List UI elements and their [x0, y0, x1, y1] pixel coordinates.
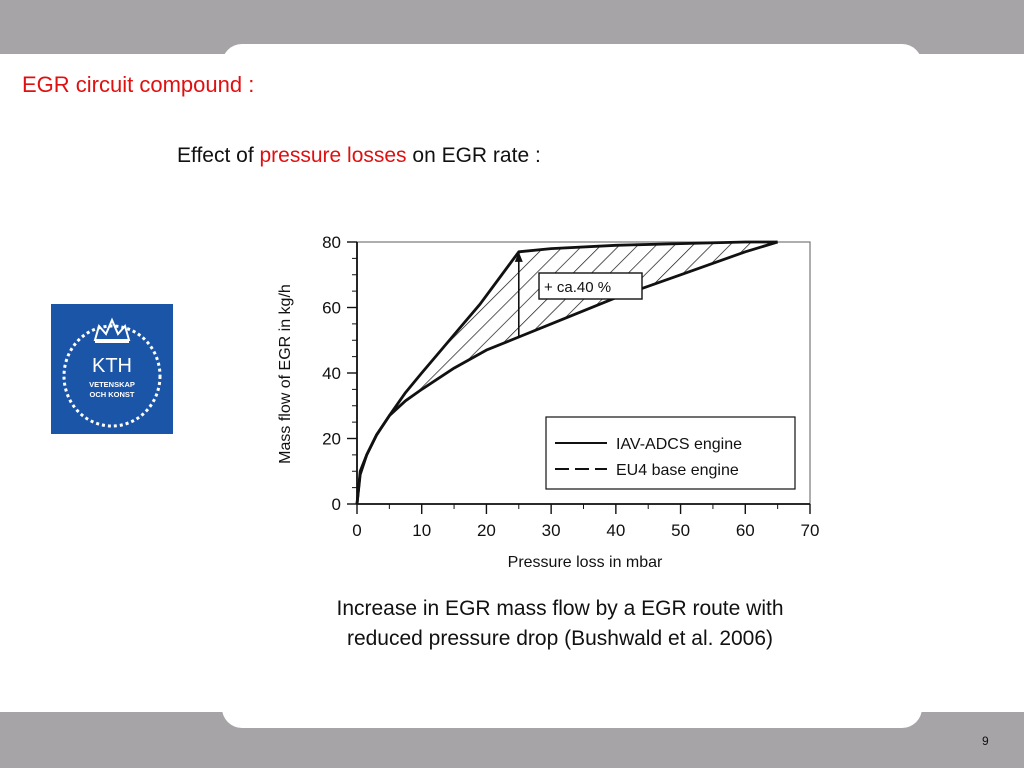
y-tick-label: 0 [332, 495, 341, 514]
subtitle-highlight: pressure losses [259, 144, 407, 167]
kth-crest: KTH VETENSKAP OCH KONST [62, 317, 162, 428]
y-axis-label: Mass flow of EGR in kg/h [277, 284, 294, 464]
page-number: 9 [982, 734, 989, 748]
logo-text-kth: KTH [92, 355, 132, 377]
annotation-layer: + ca.40 % [514, 251, 643, 337]
wreath-icon [62, 324, 162, 428]
crown-icon [93, 317, 131, 343]
annotation-arrow-head [514, 251, 523, 262]
figure-caption: Increase in EGR mass flow by a EGR route… [240, 594, 880, 654]
legend: IAV-ADCS engine EU4 base engine [545, 416, 796, 490]
annotation-label: + ca.40 % [544, 279, 611, 296]
x-tick-label: 0 [352, 521, 361, 540]
y-tick-label: 20 [322, 430, 341, 449]
x-tick-label: 70 [801, 521, 820, 540]
y-tick-label: 80 [322, 233, 341, 252]
series-line-eu4 [355, 240, 779, 505]
logo-text-line2: VETENSKAP [89, 380, 135, 389]
x-tick-label: 30 [542, 521, 561, 540]
legend-label-eu4: EU4 base engine [616, 462, 739, 479]
axes: 0 20 40 60 80 0 10 20 30 40 50 60 70 [322, 233, 819, 540]
x-axis-label: Pressure loss in mbar [508, 554, 663, 571]
slide-subtitle: Effect of pressure losses on EGR rate : [177, 144, 541, 168]
slide-bottom-tab [222, 690, 922, 728]
subtitle-suffix: on EGR rate : [406, 144, 541, 167]
y-tick-label: 40 [322, 364, 341, 383]
caption-line-2: reduced pressure drop (Bushwald et al. 2… [346, 627, 774, 650]
slide-top-tab [222, 44, 922, 84]
y-tick-label: 60 [322, 299, 341, 318]
annotation-box [538, 272, 643, 300]
series-layer [355, 240, 779, 505]
subtitle-prefix: Effect of [177, 144, 260, 167]
x-tick-label: 20 [477, 521, 496, 540]
x-tick-label: 50 [671, 521, 690, 540]
x-tick-label: 10 [412, 521, 431, 540]
legend-box [545, 416, 796, 490]
kth-logo: KTH VETENSKAP OCH KONST [51, 304, 173, 434]
slide-title: EGR circuit compound : [22, 72, 255, 97]
legend-label-iav-adcs: IAV-ADCS engine [616, 436, 742, 453]
logo-text-line3: OCH KONST [90, 390, 135, 399]
caption-line-1: Increase in EGR mass flow by a EGR route… [336, 597, 784, 620]
x-tick-label: 40 [606, 521, 625, 540]
x-tick-label: 60 [736, 521, 755, 540]
